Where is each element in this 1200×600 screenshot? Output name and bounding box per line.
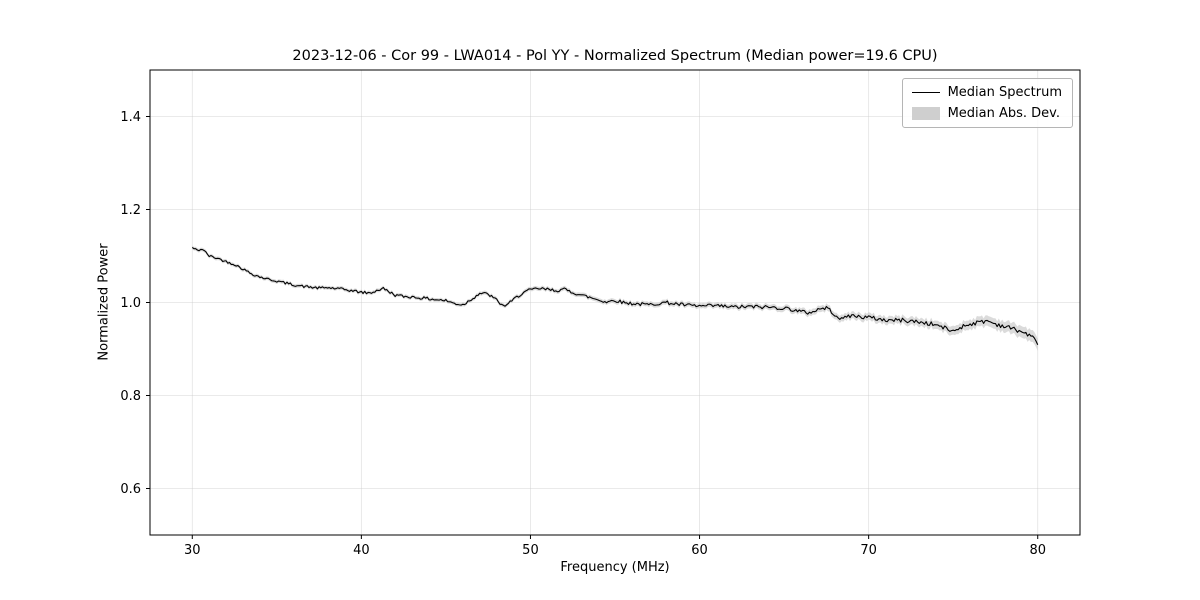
line-swatch-icon: [911, 92, 940, 93]
legend-label: Median Abs. Dev.: [947, 106, 1061, 121]
axes-frame: [149, 69, 1081, 536]
patch-swatch-icon: [911, 107, 940, 120]
y-tick-label: 1.4: [120, 110, 141, 125]
median-spectrum-line: [191, 246, 1039, 346]
legend-entry-median-spectrum: Median Spectrum: [911, 85, 1062, 100]
x-tick-label: 60: [691, 543, 708, 558]
legend-entry-median-abs-dev: Median Abs. Dev.: [911, 106, 1062, 121]
y-axis-label: Normalized Power: [96, 243, 112, 361]
x-tick-label: 80: [1029, 543, 1046, 558]
x-tick-label: 50: [522, 543, 539, 558]
legend: Median Spectrum Median Abs. Dev.: [901, 78, 1073, 128]
x-tick-label: 70: [860, 543, 877, 558]
x-tick-label: 40: [353, 543, 370, 558]
x-axis-label: Frequency (MHz): [560, 560, 670, 575]
median-abs-dev-band: [192, 245, 1038, 351]
chart-title: 2023-12-06 - Cor 99 - LWA014 - Pol YY - …: [292, 48, 938, 64]
y-tick-label: 1.0: [120, 296, 141, 311]
legend-label: Median Spectrum: [947, 85, 1062, 100]
x-tick-label: 30: [184, 543, 201, 558]
y-tick-label: 1.2: [120, 203, 141, 218]
y-tick-label: 0.8: [120, 389, 141, 404]
y-tick-label: 0.6: [120, 482, 141, 497]
